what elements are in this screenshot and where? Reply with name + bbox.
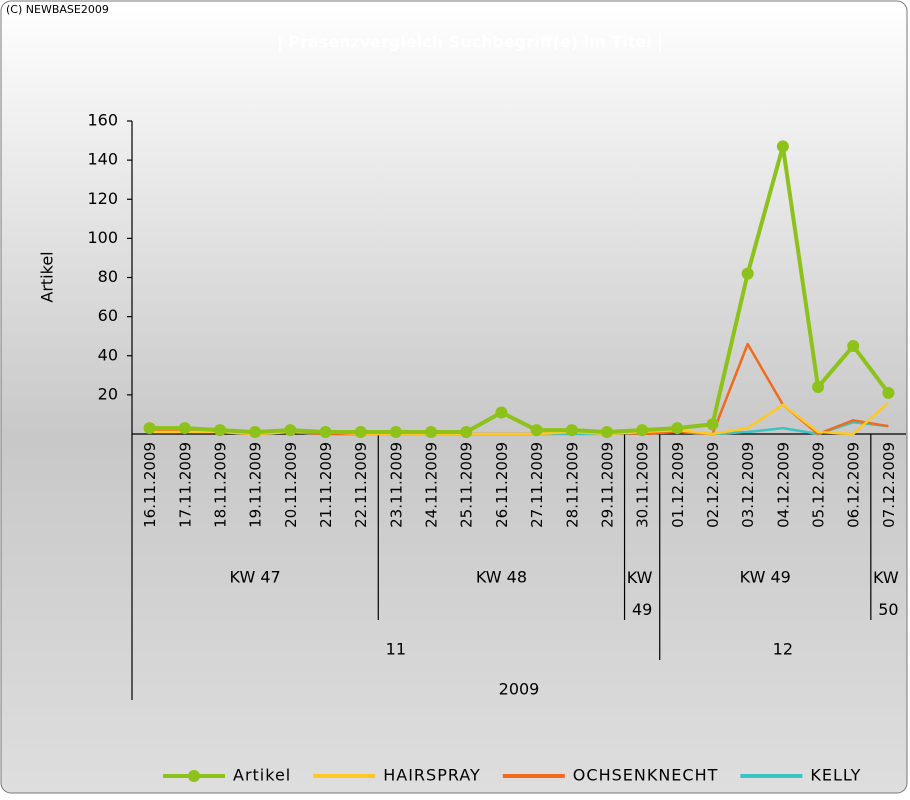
data-point (354, 426, 367, 439)
data-point (882, 386, 895, 399)
x-tick-label: 30.11.2009 (634, 442, 652, 528)
x-tick-label: 01.12.2009 (669, 442, 687, 528)
legend-label: HAIRSPRAY (383, 766, 481, 785)
group-label: KW 48 (476, 568, 527, 587)
x-tick-label: 25.11.2009 (458, 442, 476, 528)
data-point (812, 381, 825, 394)
legend-label: KELLY (810, 766, 861, 785)
x-tick-label: 16.11.2009 (141, 442, 159, 528)
group-label: KW 50 (873, 568, 904, 619)
data-point (565, 424, 578, 437)
x-tick-label: 21.11.2009 (317, 442, 335, 528)
copyright: (C) NEWBASE2009 (6, 3, 109, 16)
data-point (460, 426, 473, 439)
x-tick-label: 07.12.2009 (880, 442, 898, 528)
x-tick-label: 02.12.2009 (704, 442, 722, 528)
x-tick-label: 04.12.2009 (774, 442, 792, 528)
x-tick-label: 29.11.2009 (598, 442, 616, 528)
y-tick-label: 40 (98, 345, 118, 364)
data-point (319, 426, 332, 439)
x-tick-label: 06.12.2009 (845, 442, 863, 528)
data-point (284, 424, 297, 437)
y-tick-label: 120 (87, 189, 118, 208)
x-tick-label: 23.11.2009 (387, 442, 405, 528)
group-label: KW 49 (740, 568, 791, 587)
legend-label: Artikel (233, 766, 291, 785)
group-label: KW 49 (627, 568, 658, 619)
x-tick-label: 20.11.2009 (282, 442, 300, 528)
data-point (671, 422, 684, 435)
data-point (178, 422, 191, 435)
data-point (741, 267, 754, 280)
x-tick-label: 27.11.2009 (528, 442, 546, 528)
data-point (530, 424, 543, 437)
series-line (149, 144, 891, 435)
y-tick-label: 60 (98, 306, 118, 325)
x-tick-label: 24.11.2009 (423, 442, 441, 528)
y-tick-label: 80 (98, 267, 118, 286)
data-point (389, 426, 402, 439)
x-tick-label: 17.11.2009 (176, 442, 194, 528)
x-tick-label: 22.11.2009 (352, 442, 370, 528)
y-tick-label: 100 (87, 228, 118, 247)
x-tick-label: 19.11.2009 (247, 442, 265, 528)
chart-title: | Präsenzvergleich Suchbegriff(e) im Tit… (277, 33, 663, 53)
x-tick-label: 28.11.2009 (563, 442, 581, 528)
data-point (600, 426, 613, 439)
x-tick-label: 03.12.2009 (739, 442, 757, 528)
y-tick-label: 160 (87, 111, 118, 130)
data-point (706, 418, 719, 431)
x-tick-label: 18.11.2009 (211, 442, 229, 528)
data-point (213, 424, 226, 437)
x-tick-label: 05.12.2009 (810, 442, 828, 528)
data-point (425, 426, 438, 439)
data-point (847, 339, 860, 352)
data-point (776, 140, 789, 153)
y-tick-label: 140 (87, 150, 118, 169)
group-label: 11 (386, 640, 406, 659)
data-point (495, 406, 508, 419)
y-tick-label: 20 (98, 384, 118, 403)
data-point (636, 424, 649, 437)
y-axis-label: Artikel (38, 251, 57, 302)
legend-label: OCHSENKNECHT (573, 766, 719, 785)
x-tick-label: 26.11.2009 (493, 442, 511, 528)
data-point (143, 422, 156, 435)
group-label: 12 (773, 640, 793, 659)
group-label: 2009 (499, 680, 540, 699)
group-label: KW 47 (230, 568, 281, 587)
legend-marker (188, 770, 200, 782)
data-point (249, 426, 262, 439)
